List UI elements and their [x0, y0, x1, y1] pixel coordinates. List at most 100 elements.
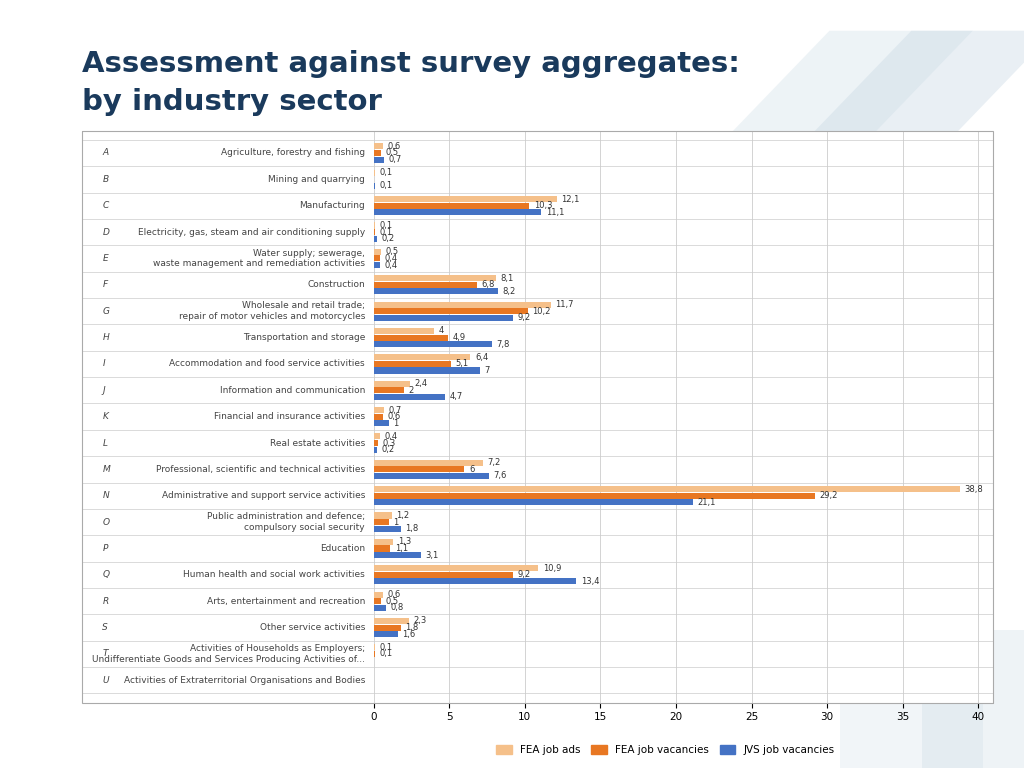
- Text: 2,3: 2,3: [413, 617, 426, 625]
- Bar: [374, 157, 384, 163]
- Bar: [374, 341, 492, 347]
- Bar: [374, 236, 377, 242]
- Bar: [374, 249, 381, 255]
- Bar: [374, 275, 497, 281]
- Text: 38,8: 38,8: [965, 485, 983, 494]
- Bar: [374, 552, 421, 558]
- Text: D: D: [102, 227, 110, 237]
- Text: 1,6: 1,6: [402, 630, 416, 639]
- Text: 7,2: 7,2: [487, 458, 501, 467]
- Text: Mining and quarrying: Mining and quarrying: [268, 175, 365, 184]
- Text: 13,4: 13,4: [581, 577, 599, 586]
- Text: 0,7: 0,7: [389, 406, 402, 415]
- Text: 1,3: 1,3: [398, 538, 412, 546]
- Text: 11,7: 11,7: [555, 300, 573, 309]
- Text: 7: 7: [484, 366, 489, 375]
- Polygon shape: [922, 630, 1024, 768]
- Text: B: B: [102, 175, 109, 184]
- Bar: [374, 420, 389, 426]
- Text: 0,4: 0,4: [384, 254, 397, 263]
- Text: N: N: [102, 492, 110, 500]
- Text: E: E: [102, 254, 109, 263]
- Text: O: O: [102, 518, 110, 527]
- Text: 0,2: 0,2: [381, 445, 394, 454]
- Text: G: G: [102, 306, 110, 316]
- Text: 11,1: 11,1: [546, 208, 564, 217]
- Bar: [374, 315, 513, 321]
- Text: 0,3: 0,3: [383, 439, 396, 448]
- Text: Water supply; sewerage,
waste management and remediation activities: Water supply; sewerage, waste management…: [153, 249, 365, 268]
- Text: 1,1: 1,1: [395, 544, 408, 553]
- Bar: [374, 262, 380, 268]
- Text: 4: 4: [438, 326, 444, 336]
- Bar: [374, 565, 539, 571]
- Bar: [374, 282, 476, 288]
- Bar: [374, 525, 401, 531]
- Bar: [374, 302, 551, 308]
- Text: 0,2: 0,2: [381, 234, 394, 243]
- Text: Accommodation and food service activities: Accommodation and food service activitie…: [169, 359, 365, 369]
- Text: 10,9: 10,9: [543, 564, 561, 573]
- Bar: [374, 288, 498, 294]
- Bar: [374, 598, 381, 604]
- Bar: [374, 150, 381, 156]
- Text: L: L: [102, 439, 108, 448]
- Bar: [374, 493, 815, 498]
- Bar: [374, 473, 488, 479]
- Bar: [374, 308, 528, 314]
- Bar: [374, 486, 961, 492]
- Text: Public administration and defence;
compulsory social security: Public administration and defence; compu…: [207, 512, 365, 531]
- Text: 1,2: 1,2: [396, 511, 410, 520]
- Text: 1: 1: [393, 518, 398, 527]
- Text: 6: 6: [469, 465, 474, 474]
- Bar: [374, 466, 465, 472]
- Text: 0,8: 0,8: [390, 604, 403, 612]
- Text: 9,2: 9,2: [517, 571, 530, 579]
- Text: 0,1: 0,1: [380, 643, 393, 652]
- Text: Wholesale and retail trade;
repair of motor vehicles and motorcycles: Wholesale and retail trade; repair of mo…: [178, 302, 365, 321]
- Text: S: S: [102, 623, 109, 632]
- Text: 4,9: 4,9: [453, 333, 466, 342]
- Text: 29,2: 29,2: [819, 492, 838, 500]
- Text: 10,3: 10,3: [534, 201, 552, 210]
- Bar: [374, 578, 577, 584]
- Text: 0,4: 0,4: [384, 432, 397, 441]
- Text: 6,8: 6,8: [481, 280, 495, 290]
- Text: 0,6: 0,6: [387, 412, 400, 421]
- Text: Activities of Extraterritorial Organisations and Bodies: Activities of Extraterritorial Organisat…: [124, 676, 365, 685]
- Bar: [374, 387, 404, 393]
- Text: Administrative and support service activities: Administrative and support service activ…: [162, 492, 365, 500]
- Bar: [374, 591, 383, 598]
- Text: 0,5: 0,5: [386, 148, 399, 157]
- Bar: [374, 618, 409, 624]
- Text: 1: 1: [393, 419, 398, 428]
- Text: 5,1: 5,1: [456, 359, 469, 369]
- Bar: [374, 539, 393, 545]
- Bar: [374, 440, 378, 446]
- Text: Assessment against survey aggregates:: Assessment against survey aggregates:: [82, 50, 739, 78]
- Text: 7,8: 7,8: [497, 339, 510, 349]
- Bar: [374, 644, 375, 650]
- Text: Activities of Households as Employers;
Undifferentiate Goods and Services Produc: Activities of Households as Employers; U…: [92, 644, 365, 664]
- Text: 4,7: 4,7: [450, 392, 463, 402]
- Bar: [374, 354, 470, 360]
- Text: 8,1: 8,1: [501, 273, 514, 283]
- Text: Agriculture, forestry and fishing: Agriculture, forestry and fishing: [221, 148, 365, 157]
- Text: Q: Q: [102, 571, 110, 579]
- Legend: FEA job ads, FEA job vacancies, JVS job vacancies: FEA job ads, FEA job vacancies, JVS job …: [493, 740, 839, 759]
- Text: 2,4: 2,4: [415, 379, 428, 388]
- Text: C: C: [102, 201, 109, 210]
- Bar: [374, 381, 410, 387]
- Text: 0,1: 0,1: [380, 221, 393, 230]
- Text: R: R: [102, 597, 109, 606]
- Text: 0,5: 0,5: [386, 247, 399, 257]
- Text: 8,2: 8,2: [502, 287, 515, 296]
- Text: P: P: [102, 544, 108, 553]
- Text: U: U: [102, 676, 109, 685]
- Text: J: J: [102, 386, 105, 395]
- Bar: [374, 256, 380, 261]
- Text: 0,1: 0,1: [380, 650, 393, 658]
- Bar: [374, 335, 447, 340]
- Text: M: M: [102, 465, 111, 474]
- Bar: [374, 446, 377, 452]
